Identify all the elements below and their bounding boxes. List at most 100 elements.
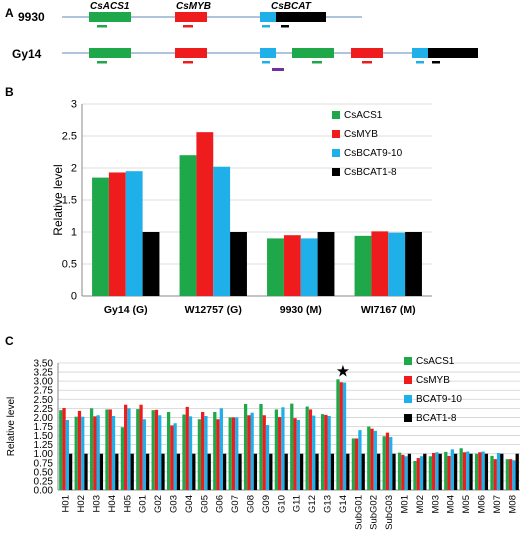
bar: [401, 454, 405, 490]
panel-b-letter: B: [5, 85, 14, 99]
bar: [447, 455, 451, 490]
x-tick-label: G06: [215, 495, 226, 513]
bar: [281, 407, 285, 490]
x-tick-label: SubG01: [353, 495, 364, 530]
bar: [413, 460, 417, 490]
bar: [324, 414, 328, 490]
bar: [450, 449, 454, 490]
bar: [481, 451, 485, 490]
bar: [228, 417, 232, 490]
y-axis-label: Relative level: [6, 397, 17, 456]
legend-label: CsBCAT1-8: [344, 167, 397, 178]
bar: [65, 419, 69, 490]
probe-csacs1-9930: [97, 25, 107, 28]
bar: [389, 437, 393, 490]
bar: [407, 453, 412, 490]
bar: [93, 416, 97, 490]
bar: [262, 415, 266, 490]
bar: [265, 425, 270, 490]
bar: [154, 409, 159, 490]
bar: [136, 409, 140, 490]
bar: [416, 458, 420, 490]
bar: [213, 166, 231, 296]
x-tick-label: M08: [507, 495, 518, 513]
bar: [290, 403, 294, 490]
star-annotation: ★: [336, 363, 350, 380]
bar: [219, 408, 223, 490]
bar: [293, 418, 297, 490]
bar: [216, 419, 220, 490]
x-tick-label: G08: [246, 495, 257, 513]
bar: [358, 430, 362, 490]
y-tick-label: 1.5: [62, 195, 77, 207]
bar: [493, 459, 497, 490]
y-tick-label: 2.00: [34, 413, 54, 424]
bar: [96, 415, 100, 490]
bar: [382, 436, 386, 490]
bar: [388, 232, 406, 296]
y-tick-label: 1: [71, 227, 77, 239]
bar: [342, 382, 347, 490]
gene-box-csbcat1-8-gy14: [428, 48, 478, 58]
y-tick-label: 0.5: [62, 259, 77, 271]
y-tick-label: 0.25: [34, 476, 54, 487]
gene-box-csmyb-9930: [175, 12, 207, 22]
y-tick-label: 1.50: [34, 431, 54, 442]
bar: [59, 410, 63, 490]
bar: [267, 238, 284, 296]
bar: [469, 453, 473, 490]
bar: [351, 438, 356, 490]
x-tick-label: G04: [184, 495, 195, 513]
bar: [204, 415, 208, 490]
bar: [371, 231, 389, 296]
probe-bcat1-8-9930: [281, 25, 289, 28]
x-tick-label: M01: [400, 495, 411, 513]
bar: [108, 409, 112, 490]
y-tick-label: 3.50: [34, 359, 54, 370]
panel-c-letter: C: [5, 334, 14, 348]
bar: [115, 453, 119, 490]
y-tick-label: 0.75: [34, 458, 54, 469]
bar: [392, 453, 396, 490]
bar: [124, 404, 128, 490]
legend-swatch: [404, 357, 412, 365]
junction-probe: [272, 68, 284, 71]
bar: [484, 453, 489, 490]
probe-csmyb-9930: [183, 25, 193, 28]
gene-box-csbcat1-8-9930: [276, 12, 326, 22]
bar: [373, 430, 377, 490]
bar: [459, 448, 463, 490]
bar: [230, 232, 247, 296]
probe-csacs1-dup-gy14: [312, 61, 322, 64]
bar: [176, 453, 181, 490]
bar: [81, 416, 85, 490]
y-tick-label: 3.25: [34, 368, 54, 379]
bar: [269, 453, 273, 490]
bar: [201, 411, 205, 490]
bar: [500, 453, 504, 490]
gene-box-csbcat9-10-gy14: [260, 48, 276, 58]
x-tick-label: WI7167 (M): [361, 304, 416, 316]
bar: [125, 171, 143, 296]
bar: [405, 232, 422, 296]
bar: [173, 423, 177, 490]
x-tick-label: G01: [138, 495, 149, 513]
bar: [192, 453, 196, 490]
x-tick-label: M04: [446, 495, 457, 513]
bar: [231, 417, 236, 490]
bar: [105, 409, 109, 490]
probe-csacs1-gy14: [97, 61, 107, 64]
panel-a-letter: A: [5, 6, 14, 20]
legend-label: BCAT9-10: [416, 394, 462, 405]
x-tick-label: H02: [76, 495, 87, 512]
legend-label: CsACS1: [416, 356, 455, 367]
x-tick-label: G11: [292, 495, 303, 512]
legend-label: CsMYB: [416, 375, 450, 386]
bar: [361, 453, 365, 490]
x-tick-label: M03: [430, 495, 441, 513]
panel-a-gene-structure: A CsACS1 CsMYB CsBCAT 9930 Gy14: [5, 1, 478, 71]
bar: [196, 132, 214, 296]
bar: [74, 416, 78, 490]
x-tick-label: M05: [461, 495, 472, 513]
bar: [185, 406, 189, 490]
